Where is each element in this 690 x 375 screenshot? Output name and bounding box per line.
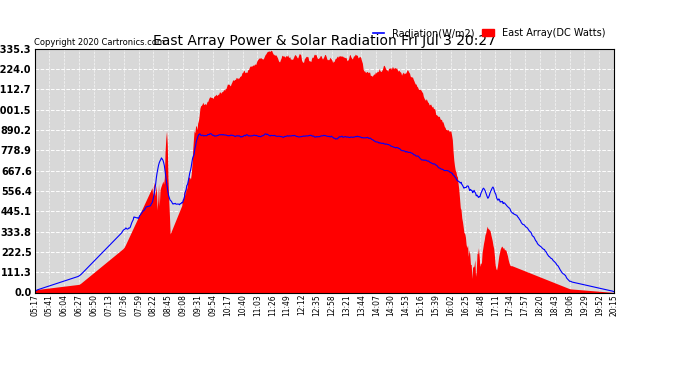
Legend: Radiation(W/m2), East Array(DC Watts): Radiation(W/m2), East Array(DC Watts): [368, 24, 609, 42]
Text: Copyright 2020 Cartronics.com: Copyright 2020 Cartronics.com: [34, 38, 166, 47]
Title: East Array Power & Solar Radiation Fri Jul 3 20:27: East Array Power & Solar Radiation Fri J…: [153, 34, 495, 48]
